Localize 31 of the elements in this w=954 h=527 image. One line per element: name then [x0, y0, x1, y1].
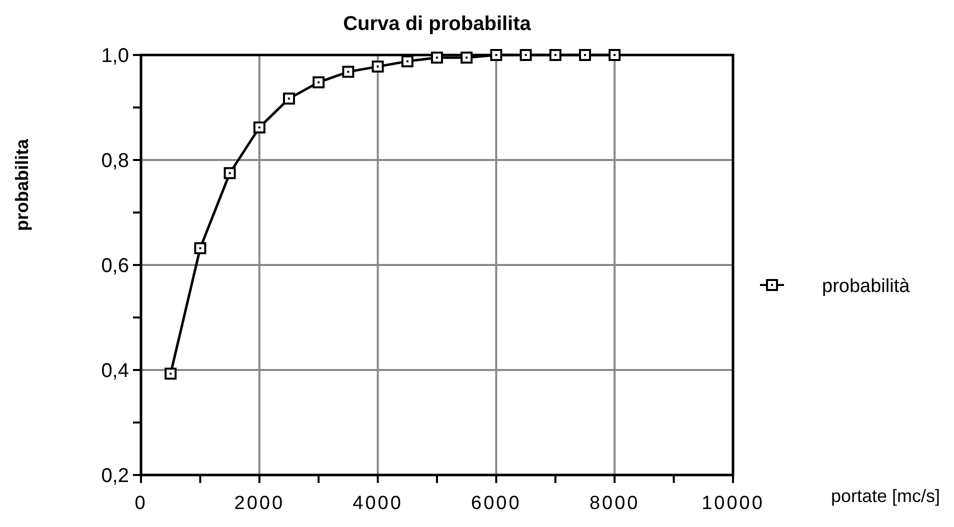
- point: [194, 242, 206, 254]
- point: [401, 55, 414, 68]
- point: [431, 52, 443, 64]
- point: [312, 76, 325, 88]
- point: [164, 368, 177, 380]
- y-tick-label: 0,6: [101, 255, 129, 277]
- x-tick-label: 2000: [234, 493, 285, 514]
- point: [490, 49, 502, 61]
- legend-label: probabilità: [822, 276, 910, 297]
- point: [520, 49, 532, 61]
- point: [460, 52, 473, 64]
- point: [283, 92, 295, 105]
- x-tick-label: 0: [134, 493, 148, 514]
- x-tick-label: 8000: [589, 493, 640, 514]
- point: [608, 49, 621, 61]
- y-tick-label: 0,8: [101, 150, 129, 172]
- point: [579, 49, 591, 61]
- y-tick-label: 0,2: [101, 465, 129, 487]
- y-tick-label: 0,4: [101, 360, 129, 382]
- point: [372, 60, 384, 73]
- point: [253, 121, 266, 134]
- chart-title: Curva di probabilita: [343, 13, 532, 35]
- point: [342, 66, 354, 78]
- x-tick-label: 6000: [471, 493, 522, 514]
- y-tick-label: 1,0: [101, 45, 129, 67]
- x-axis-title: portate [mc/s]: [830, 486, 940, 506]
- point: [549, 49, 562, 61]
- x-tick-label: 10000: [702, 493, 764, 514]
- point: [224, 167, 236, 180]
- x-tick-label: 4000: [352, 493, 403, 514]
- y-axis-title: probabilita: [12, 138, 32, 232]
